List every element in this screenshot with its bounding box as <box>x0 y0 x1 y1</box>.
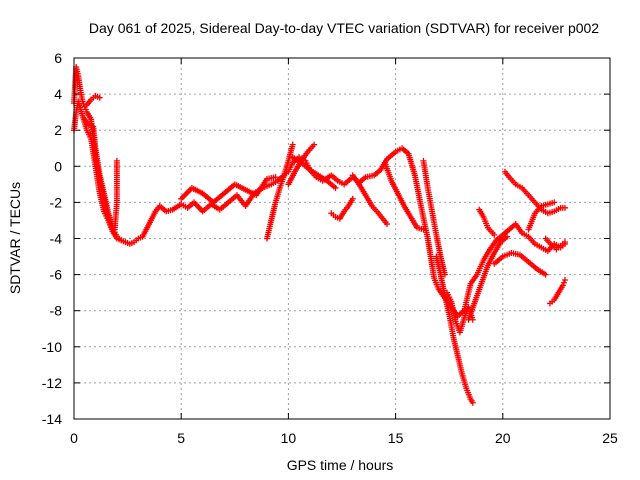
data-point-deep-drop <box>469 399 476 406</box>
x-tick-label: 20 <box>495 430 511 446</box>
data-point-tail-22h <box>561 277 568 284</box>
data-point-descent-15h <box>420 226 427 233</box>
y-tick-label: -2 <box>50 194 63 210</box>
x-tick-label: 15 <box>388 430 404 446</box>
y-tick-label: -6 <box>50 267 63 283</box>
x-tick-label: 0 <box>70 430 78 446</box>
chart-title: Day 061 of 2025, Sidereal Day-to-day VTE… <box>89 20 599 36</box>
data-point-branch-19h <box>491 231 498 238</box>
data-point-tail-22h <box>560 279 567 286</box>
data-point-recovery <box>504 233 511 240</box>
data-point-branch-20h-lower <box>542 271 549 278</box>
data-points <box>71 64 568 406</box>
y-tick-label: 0 <box>54 158 62 174</box>
grid <box>74 58 610 419</box>
y-axis-label: SDTVAR / TECUs <box>7 182 23 294</box>
x-tick-label: 25 <box>602 430 618 446</box>
data-point-descent-14h <box>384 221 391 228</box>
data-point-main-trace <box>82 106 89 113</box>
x-tick-label: 5 <box>177 430 185 446</box>
x-axis-label: GPS time / hours <box>287 457 394 473</box>
y-tick-label: -14 <box>42 411 62 427</box>
y-tick-label: 6 <box>54 50 62 66</box>
data-point-early-spike <box>96 94 103 101</box>
y-tick-label: -8 <box>50 303 63 319</box>
data-point-early-branch <box>118 237 125 244</box>
data-point-ramp-to-11h <box>311 141 318 148</box>
plot-frame <box>73 57 611 420</box>
y-tick-label: -12 <box>42 375 62 391</box>
y-tick-label: 2 <box>54 122 62 138</box>
data-point-early-right-strand <box>113 233 120 240</box>
data-point-branch-20h-upper <box>561 204 568 211</box>
y-tick-label: -4 <box>50 231 63 247</box>
data-point-ramp-to-10h <box>289 141 296 148</box>
data-point-branch-21h-rise <box>551 199 558 206</box>
data-point-spike-2h <box>113 157 120 164</box>
data-point-branch-22h-drop <box>561 239 568 246</box>
data-point-descent-12h <box>332 184 339 191</box>
x-tick-label: 10 <box>281 430 297 446</box>
data-point-dip-12h <box>349 195 356 202</box>
axis-ticks: 0 5 10 15 20 25 -14 -12 -10 -8 -6 -4 -2 0 2 4 6 <box>42 50 618 446</box>
y-tick-label: -10 <box>42 339 62 355</box>
data-point-afternoon-upper <box>272 174 279 181</box>
data-point-tail-22h <box>559 282 566 289</box>
y-tick-label: 4 <box>54 86 62 102</box>
